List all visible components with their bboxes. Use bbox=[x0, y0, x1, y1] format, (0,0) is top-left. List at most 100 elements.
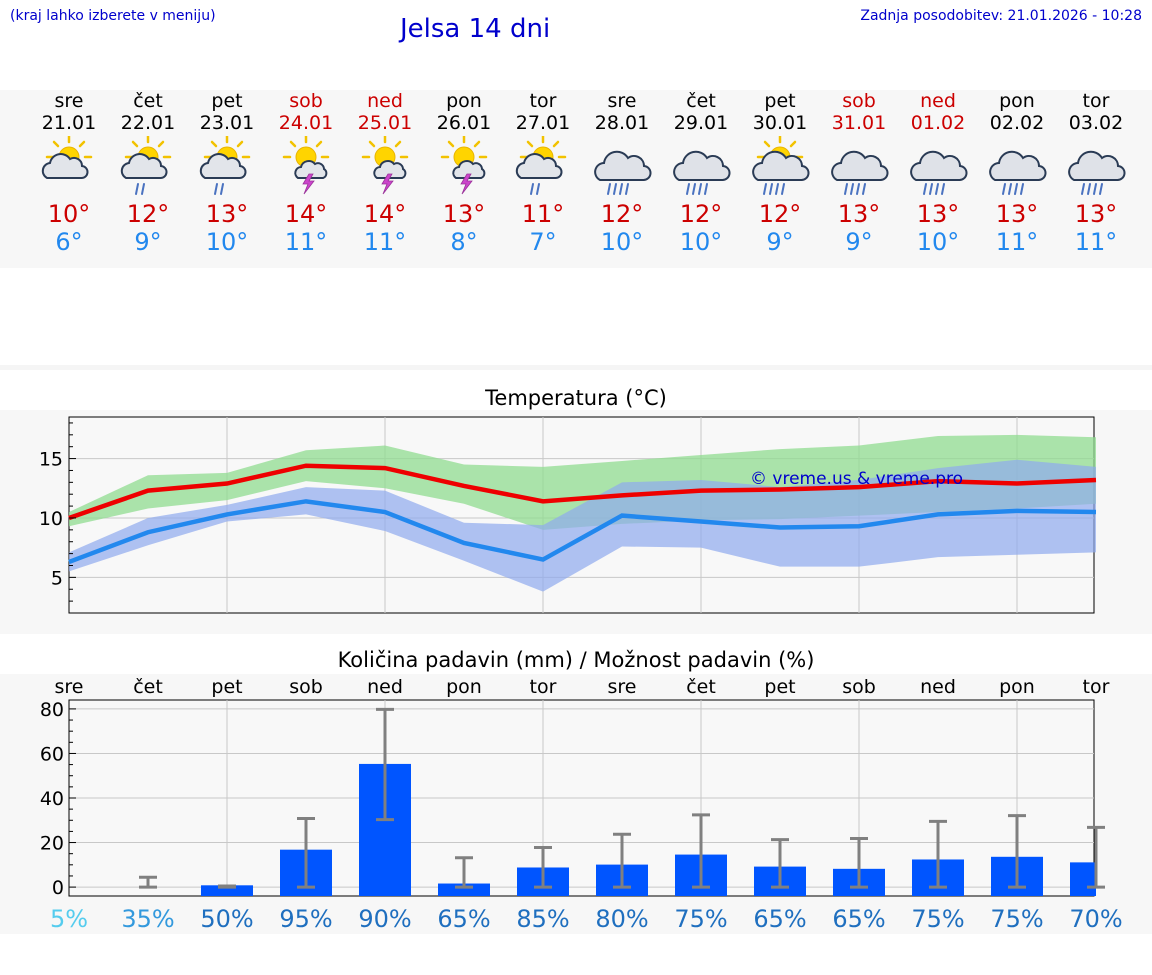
day-date: 30.01 bbox=[752, 112, 808, 134]
day-column: pon 02.02 13° 11° bbox=[978, 90, 1056, 256]
lightning-icon bbox=[460, 173, 473, 195]
day-name: ned bbox=[920, 90, 956, 112]
day-label: čet bbox=[686, 676, 716, 698]
min-temperature: 10° bbox=[205, 228, 249, 256]
precipitation-probability: 35% bbox=[121, 905, 174, 933]
max-temperature-line bbox=[68, 463, 1097, 521]
sun-cloud-icon bbox=[41, 136, 93, 179]
min-temperature: 9° bbox=[766, 228, 794, 256]
max-temperature: 14° bbox=[284, 200, 328, 228]
day-name: sre bbox=[54, 90, 84, 112]
precipitation-chart-title: Količina padavin (mm) / Možnost padavin … bbox=[337, 648, 815, 672]
cloud-icon bbox=[373, 160, 407, 179]
day-label: pet bbox=[211, 676, 242, 698]
precipitation-probability: 75% bbox=[674, 905, 727, 933]
precipitation-probability: 65% bbox=[437, 905, 490, 933]
cloud-icon bbox=[594, 150, 652, 181]
day-name: sob bbox=[289, 90, 323, 112]
day-column: čet 22.01 12° 9° bbox=[109, 90, 187, 256]
precipitation-probability: 75% bbox=[990, 905, 1043, 933]
y-tick-label: 10 bbox=[39, 508, 63, 530]
rain-icon bbox=[923, 183, 945, 195]
rain-icon bbox=[686, 183, 708, 195]
day-name: čet bbox=[686, 90, 716, 112]
min-temperature: 9° bbox=[134, 228, 162, 256]
sun-cloud-rain-icon bbox=[120, 136, 172, 195]
max-temperature: 12° bbox=[126, 200, 170, 228]
day-label: pon bbox=[446, 676, 482, 698]
day-column: ned 01.02 13° 10° bbox=[899, 90, 977, 256]
cloud-icon bbox=[515, 153, 563, 179]
day-label: sob bbox=[842, 676, 876, 698]
day-label: ned bbox=[367, 676, 403, 698]
last-updated: Zadnja posodobitev: 21.01.2026 - 10:28 bbox=[860, 8, 1142, 24]
cloud-icon bbox=[831, 150, 889, 181]
day-column: pon 26.01 13° 8° bbox=[425, 90, 503, 256]
sun-thunder-icon bbox=[440, 136, 488, 195]
day-date: 23.01 bbox=[199, 112, 255, 134]
day-date: 01.02 bbox=[910, 112, 966, 134]
day-column: tor 03.02 13° 11° bbox=[1057, 90, 1135, 256]
max-temperature: 12° bbox=[600, 200, 644, 228]
precipitation-probability: 70% bbox=[1069, 905, 1122, 933]
min-temperature: 10° bbox=[916, 228, 960, 256]
day-column: sob 24.01 14° 11° bbox=[267, 90, 345, 256]
day-date: 21.01 bbox=[41, 112, 97, 134]
rain-icon bbox=[1002, 183, 1024, 195]
sun-thunder-icon bbox=[361, 136, 409, 195]
day-label: tor bbox=[1083, 676, 1110, 698]
day-label: tor bbox=[530, 676, 557, 698]
precipitation-probability: 5% bbox=[50, 905, 88, 933]
precipitation-bar bbox=[438, 883, 490, 896]
cloud-rain-icon bbox=[594, 150, 652, 195]
location-hint[interactable]: (kraj lahko izberete v meniju) bbox=[10, 8, 216, 24]
cloud-rain-icon bbox=[989, 150, 1047, 195]
cloud-icon bbox=[910, 150, 968, 181]
y-tick-label: 0 bbox=[52, 877, 64, 899]
temperature-chart: 5 10 15 © vreme.us & vreme.pro bbox=[39, 416, 1097, 614]
precipitation-chart: 0 20 40 60 80 sre čet pet sob ned pon tor sre čet pet… bbox=[40, 676, 1123, 933]
day-date: 31.01 bbox=[831, 112, 887, 134]
day-date: 22.01 bbox=[120, 112, 176, 134]
rain-icon bbox=[1081, 183, 1103, 195]
min-temperature: 11° bbox=[1074, 228, 1118, 256]
cloud-icon bbox=[41, 153, 89, 179]
min-temperature: 10° bbox=[600, 228, 644, 256]
lightning-icon bbox=[381, 173, 394, 195]
max-temperature: 13° bbox=[916, 200, 960, 228]
precipitation-probability: 85% bbox=[516, 905, 569, 933]
cloud-icon bbox=[989, 150, 1047, 181]
lightning-icon bbox=[302, 173, 315, 195]
y-tick-label: 15 bbox=[39, 449, 63, 471]
min-temperature: 11° bbox=[284, 228, 328, 256]
min-temperature: 9° bbox=[845, 228, 873, 256]
max-temperature: 12° bbox=[679, 200, 723, 228]
max-temperature: 10° bbox=[47, 200, 91, 228]
chart-watermark: © vreme.us & vreme.pro bbox=[750, 469, 963, 489]
cloud-icon bbox=[1068, 150, 1126, 181]
precipitation-bar bbox=[201, 885, 253, 896]
sun-cloud-rain-icon bbox=[199, 136, 251, 195]
max-temperature: 13° bbox=[995, 200, 1039, 228]
day-name: tor bbox=[1082, 90, 1110, 112]
rain-icon bbox=[844, 183, 866, 195]
sun-cloud-heavy-rain-icon bbox=[752, 136, 810, 195]
section-divider bbox=[0, 365, 1152, 370]
min-temperature: 7° bbox=[529, 228, 557, 256]
min-temperature-line bbox=[68, 499, 1097, 565]
rain-icon bbox=[530, 183, 540, 195]
cloud-icon bbox=[120, 153, 168, 179]
day-date: 26.01 bbox=[436, 112, 492, 134]
day-name: ned bbox=[367, 90, 403, 112]
precipitation-probability: 65% bbox=[832, 905, 885, 933]
day-label: sre bbox=[55, 676, 84, 698]
day-date: 02.02 bbox=[989, 112, 1045, 134]
day-date: 28.01 bbox=[594, 112, 650, 134]
cloud-icon bbox=[294, 160, 328, 179]
precipitation-bar bbox=[1070, 862, 1096, 896]
day-name: čet bbox=[133, 90, 163, 112]
min-temperature: 6° bbox=[55, 228, 83, 256]
cloud-icon bbox=[452, 160, 486, 179]
day-column: sre 28.01 12° 10° bbox=[583, 90, 661, 256]
sun-cloud-rain-icon bbox=[515, 136, 567, 195]
